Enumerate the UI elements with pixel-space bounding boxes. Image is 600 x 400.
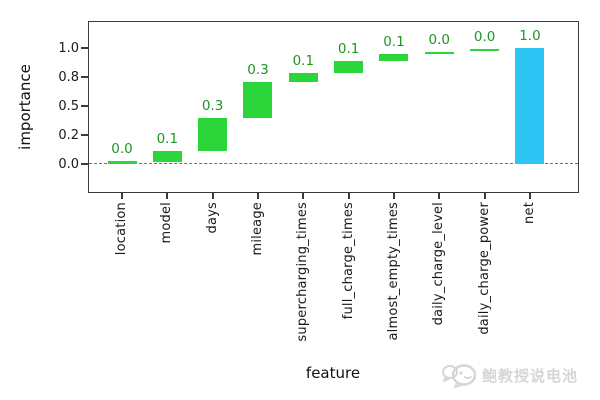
x-tick-mark — [392, 193, 395, 199]
bar-value-label: 0.0 — [111, 141, 133, 158]
x-tick-label-location: location — [114, 202, 129, 256]
bar-daily_charge_level — [424, 51, 454, 55]
x-axis-label: feature — [305, 364, 361, 382]
bar-value-label: 0.3 — [201, 97, 224, 114]
bar-value-label: 0.1 — [337, 41, 360, 58]
plot-area — [88, 21, 579, 193]
y-axis-label: importance — [16, 64, 34, 150]
x-tick-mark — [483, 193, 486, 199]
x-tick-mark — [256, 193, 259, 199]
bar-value-label: 0.3 — [247, 61, 269, 78]
bar-supercharging_times — [288, 72, 318, 82]
x-tick-label-daily_charge_level: daily_charge_level — [431, 202, 447, 326]
bar-value-label: 1.0 — [519, 28, 541, 45]
bar-days — [198, 117, 228, 151]
y-tick-mark — [81, 134, 88, 136]
x-tick-label-almost_empty_times: almost_empty_times — [385, 202, 401, 341]
bar-value-label: 0.0 — [428, 31, 451, 48]
bar-daily_charge_power — [470, 48, 500, 52]
x-tick-mark — [528, 193, 531, 199]
x-tick-mark — [211, 193, 214, 199]
x-tick-mark — [347, 193, 350, 199]
y-tick-mark — [81, 105, 88, 107]
y-tick-label: 0.0 — [58, 156, 79, 172]
bar-value-label: 0.1 — [383, 34, 405, 51]
y-tick-mark — [81, 163, 88, 165]
watermark: 鲍教授说电池 — [441, 361, 578, 389]
bar-full_charge_times — [334, 61, 364, 73]
bar-mileage — [243, 81, 273, 118]
bar-model — [152, 150, 182, 163]
x-tick-mark — [438, 193, 441, 199]
y-tick-label: 0.2 — [58, 127, 79, 143]
x-tick-label-net: net — [521, 202, 537, 224]
bar-value-label: 0.1 — [292, 52, 315, 69]
zero-reference-line — [89, 163, 578, 164]
y-tick-label: 0.5 — [58, 98, 79, 114]
watermark-text: 鲍教授说电池 — [481, 366, 578, 385]
y-tick-mark — [81, 76, 88, 79]
y-tick-label: 1.0 — [58, 40, 79, 56]
x-tick-label-full_charge_times: full_charge_times — [340, 202, 356, 320]
x-tick-label-daily_charge_power: daily_charge_power — [476, 202, 492, 335]
chat-bubbles-icon — [441, 364, 477, 388]
x-tick-mark — [302, 193, 305, 199]
y-tick-label: 0.8 — [58, 69, 79, 85]
bar-net — [515, 48, 545, 164]
bar-value-label: 0.1 — [156, 130, 179, 147]
x-tick-mark — [121, 193, 123, 199]
bar-almost_empty_times — [379, 54, 409, 62]
bar-location — [107, 161, 137, 164]
x-tick-label-supercharging_times: supercharging_times — [295, 202, 311, 342]
x-tick-label-days: days — [204, 202, 220, 234]
x-tick-label-mileage: mileage — [249, 202, 265, 256]
x-tick-label-model: model — [159, 202, 175, 244]
bar-value-label: 0.0 — [473, 28, 496, 45]
x-tick-mark — [166, 193, 169, 199]
y-tick-mark — [81, 47, 88, 50]
